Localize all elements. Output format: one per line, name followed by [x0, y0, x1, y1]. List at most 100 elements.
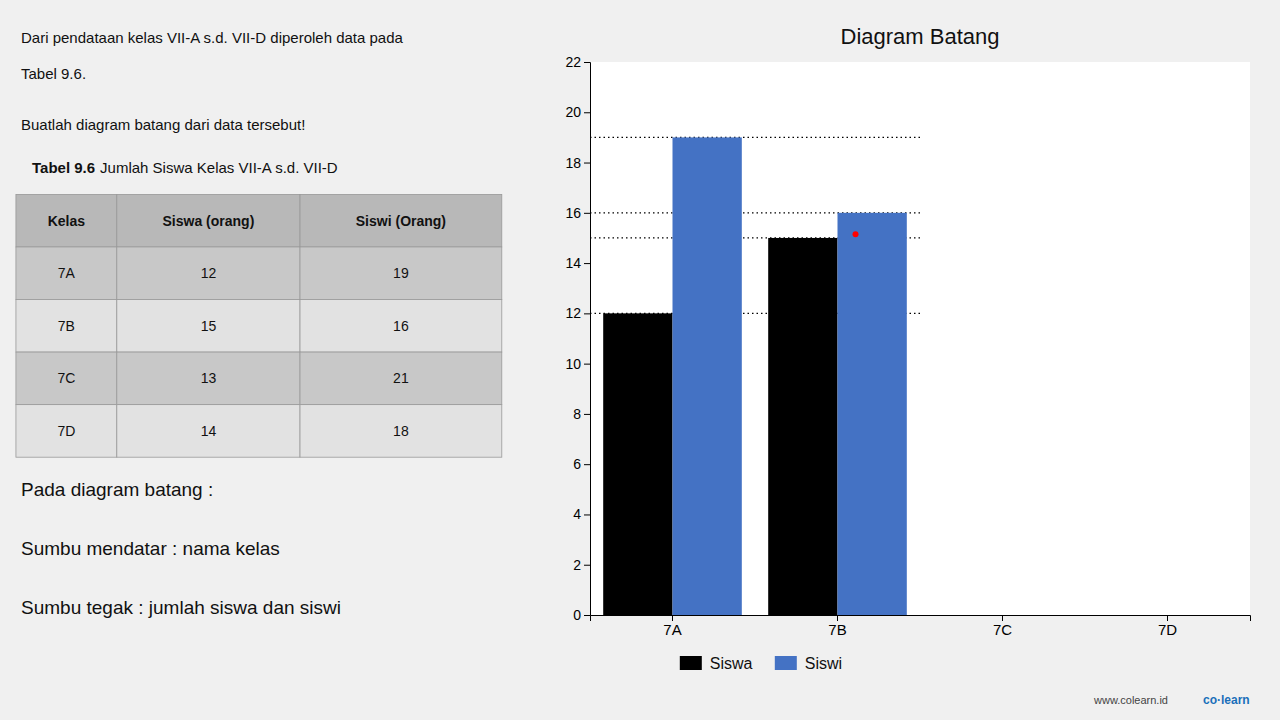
y-tick-mark — [584, 313, 590, 314]
table-value: 16 — [393, 318, 409, 334]
table-title: Tabel 9.6Jumlah Siswa Kelas VII-A s.d. V… — [32, 159, 338, 176]
bar-series — [673, 137, 907, 615]
table-cell — [16, 194, 117, 247]
y-tick: 16 — [565, 205, 590, 221]
table-cell — [117, 352, 300, 405]
bar — [673, 137, 742, 615]
table-cell — [16, 300, 117, 353]
table-value: 7C — [57, 370, 75, 386]
table-cell — [300, 194, 502, 247]
y-tick-mark — [584, 163, 590, 164]
x-tick: 7A — [663, 615, 681, 638]
y-tick-label: 20 — [565, 104, 581, 120]
legend-swatch — [680, 656, 702, 670]
y-tick-label: 18 — [565, 155, 581, 171]
y-tick-mark — [584, 464, 590, 465]
table-value: 21 — [393, 370, 409, 386]
bar — [768, 238, 837, 615]
table-cell — [300, 352, 502, 405]
credit-url: www.colearn.id — [1093, 694, 1168, 706]
intro-text: Buatlah diagram batang dari data tersebu… — [21, 116, 305, 133]
table-value: 19 — [393, 265, 409, 281]
table-value: 13 — [201, 370, 217, 386]
table-value: 7D — [57, 423, 75, 439]
table-cell — [117, 405, 300, 458]
y-axis: 0 2 4 6 8 10 12 14 16 18 20 22 — [565, 54, 590, 623]
table-cell — [117, 300, 300, 353]
table-value: 14 — [201, 423, 217, 439]
bar — [838, 213, 907, 615]
y-tick: 18 — [565, 155, 590, 171]
y-tick-label: 8 — [573, 406, 581, 422]
note-text: Sumbu tegak : jumlah siswa dan siswi — [21, 597, 341, 618]
legend-swatch — [775, 656, 797, 670]
y-tick: 2 — [573, 557, 590, 573]
intro-text: Tabel 9.6. — [21, 65, 86, 82]
credits: www.colearn.id co·learn — [1093, 693, 1250, 707]
note-text: Pada diagram batang : — [21, 479, 213, 500]
credit-logo: co·learn — [1203, 693, 1250, 707]
chart-title: Diagram Batang — [841, 24, 1000, 49]
table-cell — [300, 300, 502, 353]
intro-text: Dari pendataan kelas VII-A s.d. VII-D di… — [21, 29, 404, 46]
table-cell — [117, 194, 300, 247]
legend: Siswa Siswi — [680, 655, 842, 672]
chart: 0 2 4 6 8 10 12 14 16 18 20 22 7A 7B 7C 7D Diagram Batan… — [565, 24, 1250, 672]
bar — [1098, 615, 1167, 616]
table-value: 18 — [393, 423, 409, 439]
reference-line — [590, 137, 920, 138]
table-cell — [16, 405, 117, 458]
table-cell — [16, 352, 117, 405]
text-panel: Dari pendataan kelas VII-A s.d. VII-D di… — [16, 29, 502, 618]
legend-label: Siswa — [710, 655, 753, 672]
bar — [1168, 615, 1237, 616]
table-cell — [300, 247, 502, 300]
y-tick: 10 — [565, 356, 590, 372]
plot-background — [590, 62, 1250, 615]
table-cell — [16, 247, 117, 300]
y-tick: 4 — [573, 506, 590, 522]
y-tick-label: 12 — [565, 305, 581, 321]
y-tick-mark — [584, 263, 590, 264]
table-header: Kelas — [48, 213, 86, 229]
y-tick-mark — [584, 565, 590, 566]
legend-label: Siswi — [805, 655, 842, 672]
y-tick-label: 6 — [573, 456, 581, 472]
x-tick-label: 7D — [1158, 621, 1177, 638]
y-tick-label: 22 — [565, 54, 581, 70]
y-tick: 0 — [573, 607, 590, 623]
table-cell — [300, 405, 502, 458]
table-title-part: Tabel 9.6 — [32, 159, 95, 176]
y-tick-label: 16 — [565, 205, 581, 221]
note-text: Sumbu mendatar : nama kelas — [21, 538, 280, 559]
table-value: 7A — [58, 265, 76, 281]
page: Dari pendataan kelas VII-A s.d. VII-D di… — [0, 0, 1280, 720]
y-tick-mark — [584, 62, 590, 63]
y-tick-mark — [584, 112, 590, 113]
table-header: Siswi (Orang) — [356, 213, 446, 229]
table-cell — [117, 247, 300, 300]
y-tick: 20 — [565, 104, 590, 120]
x-tick-label: 7A — [663, 621, 681, 638]
legend-item: Siswi — [775, 655, 842, 672]
x-tick-label: 7B — [828, 621, 846, 638]
y-tick: 22 — [565, 54, 590, 70]
y-tick-label: 4 — [573, 506, 581, 522]
x-tick: 7C — [993, 615, 1012, 638]
y-tick-mark — [584, 213, 590, 214]
table-value: 7B — [58, 318, 75, 334]
x-axis: 7A 7B 7C 7D — [591, 615, 1251, 638]
bar — [1003, 615, 1072, 616]
plot-marks — [590, 137, 920, 615]
x-tick: 7D — [1158, 615, 1177, 638]
y-tick-label: 2 — [573, 557, 581, 573]
y-tick-label: 14 — [565, 255, 581, 271]
legend-item: Siswa — [680, 655, 753, 672]
table: KelasSiswa (orang)Siswi (Orang)7A12197B1… — [16, 194, 502, 457]
table-value: 15 — [201, 318, 217, 334]
y-tick-mark — [584, 364, 590, 365]
bar — [603, 313, 672, 615]
x-tick: 7B — [828, 615, 846, 638]
table-header: Siswa (orang) — [163, 213, 255, 229]
x-axis-line — [591, 616, 1251, 622]
